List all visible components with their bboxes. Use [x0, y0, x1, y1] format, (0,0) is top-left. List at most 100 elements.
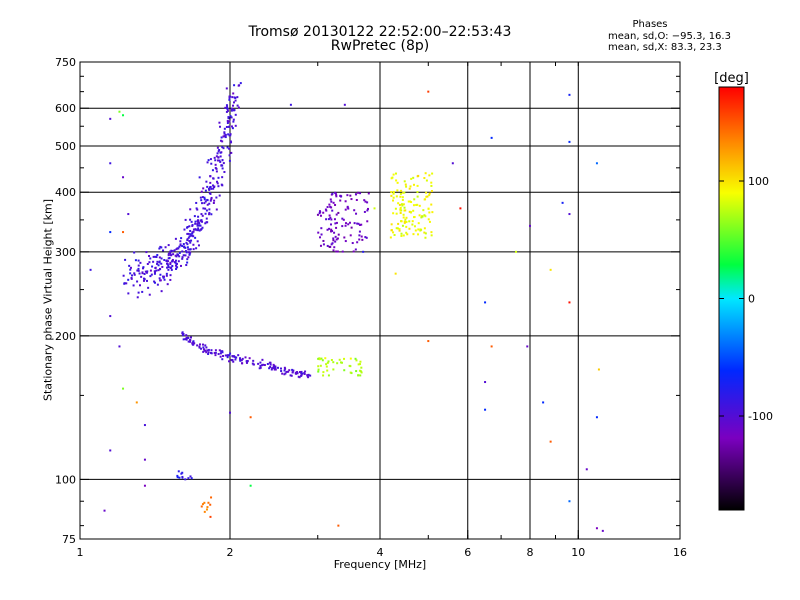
data-point [292, 369, 295, 372]
data-point [402, 213, 405, 216]
data-point [336, 250, 339, 253]
data-point [196, 223, 199, 226]
data-point [185, 264, 188, 267]
data-point [167, 252, 170, 255]
data-point [317, 370, 320, 373]
data-point [128, 264, 131, 267]
data-point [398, 203, 401, 206]
data-point [326, 206, 329, 209]
data-point [190, 220, 193, 223]
data-point [330, 218, 333, 221]
data-point [220, 350, 223, 353]
phase-stats-x-mode: mean, sd,X: 83.3, 23.3 [608, 42, 722, 53]
data-point [232, 92, 235, 95]
data-point [336, 362, 339, 365]
data-point [228, 354, 231, 357]
data-point [237, 106, 240, 109]
data-point [141, 290, 144, 293]
data-point [423, 177, 426, 180]
data-point [344, 200, 347, 203]
data-point [350, 198, 353, 201]
data-point [405, 231, 408, 234]
data-point [410, 211, 413, 214]
data-point [291, 368, 294, 371]
data-point [329, 216, 332, 219]
data-point [430, 190, 433, 193]
data-point [322, 211, 325, 214]
data-point [198, 176, 201, 179]
data-point [203, 510, 206, 513]
data-point [364, 200, 367, 203]
data-point [204, 344, 207, 347]
data-point [192, 235, 195, 238]
data-point [213, 156, 216, 159]
data-point [230, 151, 233, 154]
data-point [484, 301, 487, 304]
data-point [192, 343, 195, 346]
data-point [430, 234, 433, 237]
data-point [373, 207, 376, 210]
data-point [156, 283, 159, 286]
data-point [209, 503, 212, 506]
data-point [367, 207, 370, 210]
data-point [319, 236, 322, 239]
x-tick-label: 6 [464, 546, 471, 559]
data-point [118, 345, 121, 348]
data-point [196, 229, 199, 232]
data-point [390, 223, 393, 226]
data-point [322, 239, 325, 242]
data-point [209, 185, 212, 188]
data-point [390, 229, 393, 232]
data-point [396, 189, 399, 192]
data-point [245, 361, 248, 364]
data-point [228, 95, 231, 98]
data-point [227, 125, 230, 128]
data-point [225, 107, 228, 110]
data-point [212, 187, 215, 190]
data-point [214, 349, 217, 352]
data-point [403, 220, 406, 223]
data-point [420, 216, 423, 219]
data-point [200, 220, 203, 223]
data-point [181, 334, 184, 337]
data-point [321, 359, 324, 362]
data-point [193, 342, 196, 345]
data-point [231, 96, 234, 99]
data-point [216, 146, 219, 149]
data-point [401, 204, 404, 207]
y-tick-label: 600 [55, 102, 76, 115]
data-point [217, 176, 220, 179]
data-point [185, 241, 188, 244]
data-point [198, 222, 201, 225]
x-tick-label: 2 [227, 546, 234, 559]
data-point [328, 227, 331, 230]
data-point [363, 210, 366, 213]
data-point [153, 281, 156, 284]
data-point [135, 401, 138, 404]
data-point [195, 247, 198, 250]
data-point [137, 259, 140, 262]
data-point [181, 256, 184, 259]
data-point [208, 213, 211, 216]
data-point [317, 231, 320, 234]
data-point [208, 202, 211, 205]
data-point [185, 336, 188, 339]
data-point [122, 274, 125, 277]
data-point [266, 362, 269, 365]
data-point [324, 208, 327, 211]
data-point [192, 243, 195, 246]
data-point [158, 247, 161, 250]
data-point [296, 372, 299, 375]
data-point [186, 239, 189, 242]
data-point [356, 241, 359, 244]
data-point [215, 170, 218, 173]
data-point [187, 232, 190, 235]
data-point [341, 250, 344, 253]
data-point [109, 231, 112, 234]
data-point [289, 374, 292, 377]
data-point [411, 223, 414, 226]
data-point [332, 361, 335, 364]
data-point [237, 84, 240, 87]
data-point [568, 500, 571, 503]
